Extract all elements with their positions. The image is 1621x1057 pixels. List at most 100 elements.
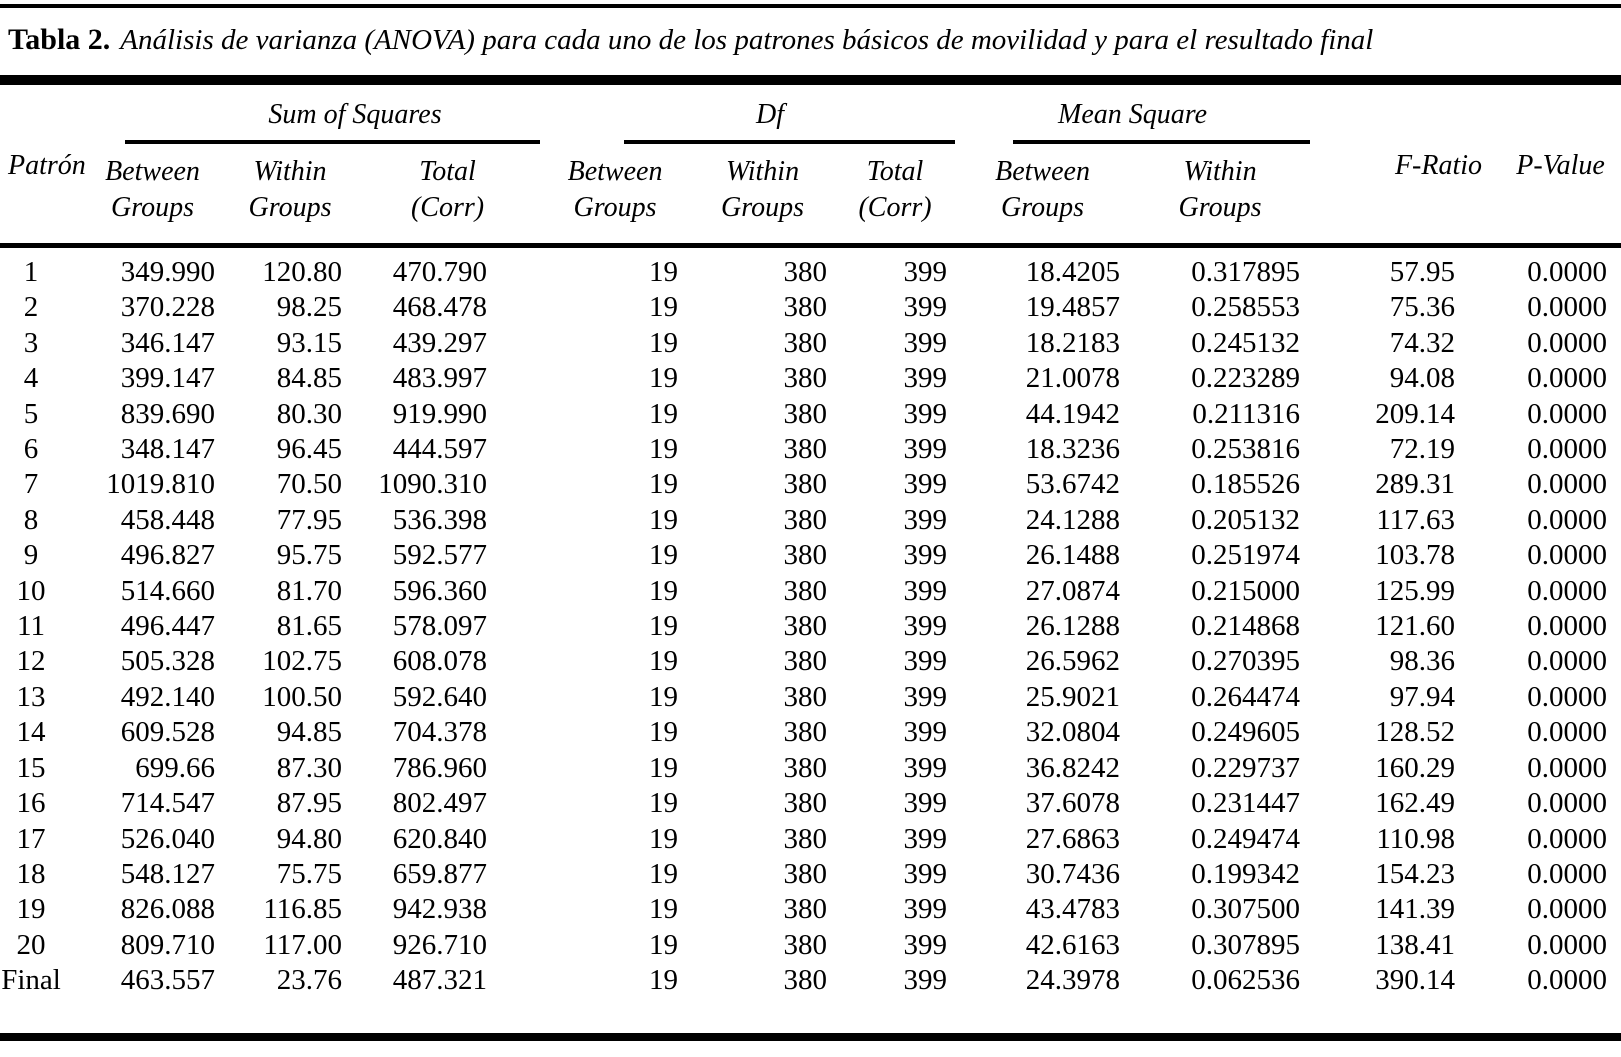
- mean-square-underline: [1013, 140, 1311, 144]
- row-label-patron: 10: [16, 574, 46, 607]
- row-label-patron: Final: [1, 964, 61, 997]
- cell-f-ratio: 121.60: [1375, 610, 1456, 643]
- cell-ss-total: 926.710: [392, 928, 488, 961]
- top-rule: [0, 4, 1621, 8]
- cell-f-ratio: 97.94: [1389, 680, 1456, 713]
- sub-header-df-total: Total (Corr): [835, 144, 956, 248]
- cell-ss-within: 87.95: [276, 787, 342, 820]
- row-label-patron: 9: [23, 539, 39, 572]
- cell-f-ratio: 125.99: [1375, 574, 1456, 607]
- cell-df-within: 380: [783, 362, 828, 395]
- cell-ss-within: 94.85: [276, 716, 342, 749]
- cell-ss-within: 75.75: [276, 857, 342, 890]
- sum-of-squares-underline: [125, 140, 541, 144]
- cell-p-value: 0.0000: [1527, 397, 1608, 430]
- cell-ss-within: 81.65: [276, 610, 342, 643]
- cell-ss-within: 70.50: [276, 468, 342, 501]
- cell-df-total: 399: [903, 822, 948, 855]
- cell-ss-between: 826.088: [120, 893, 215, 926]
- cell-ss-total: 786.960: [392, 751, 488, 784]
- row-label-patron: 14: [16, 716, 46, 749]
- cell-f-ratio: 74.32: [1389, 326, 1456, 359]
- cell-ms-between: 18.2183: [1025, 326, 1121, 359]
- cell-df-total: 399: [903, 468, 948, 501]
- cell-ms-within: 0.270395: [1191, 645, 1301, 678]
- cell-ms-within: 0.317895: [1191, 256, 1301, 288]
- cell-ss-total: 704.378: [392, 716, 488, 749]
- cell-p-value: 0.0000: [1527, 468, 1608, 501]
- cell-df-between: 19: [649, 362, 679, 395]
- cell-ss-total: 483.997: [392, 362, 488, 395]
- table-row: 5 839.690 80.30 919.990 19 380 399 44.19…: [0, 397, 1621, 432]
- table-row: 6 348.147 96.45 444.597 19 380 399 18.32…: [0, 432, 1621, 467]
- cell-df-total: 399: [903, 574, 948, 607]
- cell-df-within: 380: [783, 610, 828, 643]
- cell-p-value: 0.0000: [1527, 503, 1608, 536]
- cell-ms-within: 0.253816: [1191, 433, 1301, 466]
- cell-ss-between: 458.448: [120, 503, 215, 536]
- cell-df-within: 380: [783, 468, 828, 501]
- cell-df-between: 19: [649, 645, 679, 678]
- col-header-patron: Patrón: [0, 88, 86, 248]
- cell-ms-between: 26.1288: [1025, 610, 1121, 643]
- cell-ss-total: 592.577: [392, 539, 488, 572]
- cell-ss-between: 609.528: [120, 716, 215, 749]
- table-number-label: Tabla 2.: [8, 23, 111, 56]
- cell-ss-total: 592.640: [392, 680, 488, 713]
- cell-ms-between: 21.0078: [1025, 362, 1121, 395]
- group-header-sum-of-squares-label: Sum of Squares: [268, 99, 442, 130]
- cell-f-ratio: 390.14: [1375, 964, 1456, 997]
- table-row: 12 505.328 102.75 608.078 19 380 399 26.…: [0, 644, 1621, 679]
- cell-p-value: 0.0000: [1527, 716, 1608, 749]
- cell-df-within: 380: [783, 787, 828, 820]
- cell-df-total: 399: [903, 362, 948, 395]
- row-label-patron: 7: [23, 468, 39, 501]
- table-row: 18 548.127 75.75 659.877 19 380 399 30.7…: [0, 857, 1621, 892]
- cell-df-within: 380: [783, 857, 828, 890]
- cell-ms-within: 0.214868: [1191, 610, 1301, 643]
- cell-df-within: 380: [783, 716, 828, 749]
- sub-header-line1: Within: [725, 156, 800, 187]
- df-underline: [624, 140, 956, 144]
- sub-header-line1: Between: [995, 156, 1090, 187]
- cell-df-total: 399: [903, 893, 948, 926]
- cell-p-value: 0.0000: [1527, 539, 1608, 572]
- cell-ss-total: 802.497: [392, 787, 488, 820]
- anova-table: Patrón Sum of Squares Df Mean Square F-R…: [0, 88, 1621, 999]
- cell-f-ratio: 117.63: [1376, 503, 1456, 536]
- sub-header-line1: Between: [105, 156, 200, 187]
- cell-df-within: 380: [783, 539, 828, 572]
- row-label-patron: 17: [16, 822, 46, 855]
- cell-f-ratio: 128.52: [1375, 716, 1456, 749]
- cell-df-total: 399: [903, 539, 948, 572]
- sub-header-ms-between: Between Groups: [955, 144, 1131, 248]
- table-row: 1 349.990 120.80 470.790 19 380 399 18.4…: [0, 248, 1621, 290]
- cell-ms-within: 0.199342: [1191, 857, 1301, 890]
- row-label-patron: 12: [16, 645, 46, 678]
- cell-df-between: 19: [649, 326, 679, 359]
- cell-ss-within: 23.76: [276, 964, 342, 997]
- table-row: 4 399.147 84.85 483.997 19 380 399 21.00…: [0, 361, 1621, 396]
- cell-ms-within: 0.231447: [1191, 787, 1301, 820]
- cell-ss-between: 809.710: [120, 928, 215, 961]
- sub-header-line2: Groups: [1001, 192, 1085, 223]
- cell-ss-within: 81.70: [276, 574, 342, 607]
- cell-df-within: 380: [783, 433, 828, 466]
- cell-ms-between: 36.8242: [1025, 751, 1121, 784]
- cell-f-ratio: 72.19: [1389, 433, 1456, 466]
- cell-ms-between: 25.9021: [1025, 680, 1121, 713]
- cell-ss-within: 84.85: [276, 362, 342, 395]
- cell-ss-within: 116.85: [263, 893, 342, 926]
- cell-p-value: 0.0000: [1527, 857, 1608, 890]
- cell-ss-total: 444.597: [392, 433, 488, 466]
- row-label-patron: 6: [23, 433, 39, 466]
- cell-ss-total: 470.790: [392, 256, 488, 288]
- table-row: 10 514.660 81.70 596.360 19 380 399 27.0…: [0, 574, 1621, 609]
- cell-ms-within: 0.229737: [1191, 751, 1301, 784]
- cell-p-value: 0.0000: [1527, 751, 1608, 784]
- cell-ss-between: 370.228: [120, 291, 215, 324]
- cell-ms-within: 0.215000: [1191, 574, 1301, 607]
- group-header-mean-square: Mean Square: [955, 88, 1311, 144]
- cell-df-total: 399: [903, 645, 948, 678]
- table-row: 13 492.140 100.50 592.640 19 380 399 25.…: [0, 680, 1621, 715]
